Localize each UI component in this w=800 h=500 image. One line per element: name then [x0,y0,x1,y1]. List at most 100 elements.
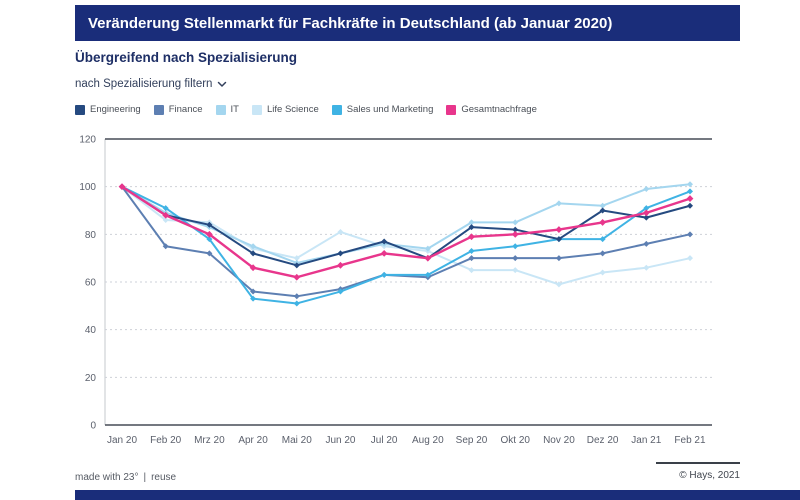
data-point-gesamtnachfrage-dez-20 [599,219,607,226]
data-point-sales-und-marketing-dez-20 [599,236,606,243]
chart-subtitle: Übergreifend nach Spezialisierung [75,50,298,65]
x-tick-label-apr-20: Apr 20 [238,435,268,446]
series-line-finance [121,185,691,298]
data-point-engineering-mai-20 [293,262,300,269]
x-tick-label-jan-21: Jan 21 [631,435,661,446]
y-tick-label-100: 100 [79,182,96,193]
data-point-sales-und-marketing-mai-20 [293,300,300,307]
data-point-sales-und-marketing-apr-20 [250,295,257,302]
legend-swatch-finance [153,104,164,115]
copyright-rule [656,462,740,464]
data-point-life-science-jun-20 [337,228,344,235]
data-point-engineering-apr-20 [250,250,257,257]
data-point-life-science-jan-21 [643,264,650,271]
data-point-sales-und-marketing-feb-21 [687,188,693,195]
data-point-sales-und-marketing-jul-20 [381,271,388,278]
data-point-finance-jan-21 [643,240,650,247]
chevron-down-icon [218,81,227,87]
legend-swatch-it [215,104,226,115]
series-line-gesamtnachfrage [120,185,692,279]
y-tick-label-80: 80 [85,230,97,241]
copyright-text: © Hays, 2021 [679,470,740,481]
legend-swatch-engineering [75,104,85,115]
y-tick-label-20: 20 [85,373,97,384]
legend-item-it[interactable]: IT [215,104,239,115]
data-point-life-science-dez-20 [599,269,606,276]
legend-label: Engineering [90,104,141,115]
specialization-filter-dropdown[interactable]: nach Spezialisierung filtern [75,78,227,90]
data-point-finance-sep-20 [468,255,475,262]
data-point-finance-okt-20 [512,255,519,262]
data-point-gesamtnachfrage-jan-21 [642,209,650,217]
legend-item-sales-und-marketing[interactable]: Sales und Marketing [331,104,433,115]
data-point-engineering-okt-20 [512,226,519,233]
legend-item-finance[interactable]: Finance [153,104,203,115]
chart-legend: Engineering Finance IT Life Science Sales un… [75,104,537,115]
data-point-finance-apr-20 [250,288,257,295]
filter-label: nach Spezialisierung filtern [75,78,213,90]
x-tick-label-sep-20: Sep 20 [456,435,488,446]
data-point-life-science-sep-20 [468,267,475,274]
data-point-it-nov-20 [555,200,562,207]
copyright-block: © Hays, 2021 [656,462,740,481]
page-title: Veränderung Stellenmarkt für Fachkräfte … [88,14,613,32]
x-tick-label-aug-20: Aug 20 [412,435,444,446]
data-point-gesamtnachfrage-mrz-20 [205,230,213,238]
data-point-finance-mai-20 [293,293,300,300]
data-point-finance-feb-20 [162,243,169,250]
series-line-engineering [121,185,691,267]
x-tick-label-jun-20: Jun 20 [325,435,355,446]
data-point-sales-und-marketing-jan-21 [643,205,650,212]
data-point-life-science-nov-20 [555,281,562,288]
legend-item-gesamtnachfrage[interactable]: Gesamtnachfrage [446,104,537,115]
data-point-sales-und-marketing-feb-20 [162,205,169,212]
x-tick-label-feb-21: Feb 21 [674,435,706,446]
data-point-gesamtnachfrage-apr-20 [249,264,257,272]
made-with-label: made with 23° [75,472,139,483]
x-tick-label-nov-20: Nov 20 [543,435,575,446]
data-point-it-okt-20 [512,219,519,226]
data-point-gesamtnachfrage-okt-20 [511,230,519,238]
x-tick-label-mai-20: Mai 20 [282,435,312,446]
data-point-sales-und-marketing-aug-20 [424,271,431,278]
reuse-link[interactable]: reuse [151,472,177,483]
data-point-gesamtnachfrage-nov-20 [555,226,563,233]
data-point-gesamtnachfrage-jul-20 [380,250,388,257]
data-point-life-science-mai-20 [293,255,300,262]
data-point-sales-und-marketing-okt-20 [512,243,519,250]
data-point-life-science-feb-20 [162,217,169,224]
data-point-engineering-dez-20 [599,207,606,214]
data-point-engineering-jun-20 [337,250,344,257]
data-point-it-apr-20 [250,243,257,250]
legend-item-life-science[interactable]: Life Science [251,104,319,115]
x-tick-label-feb-20: Feb 20 [150,435,182,446]
data-point-it-sep-20 [468,219,475,226]
data-point-finance-feb-21 [687,231,693,238]
y-tick-label-40: 40 [85,325,97,336]
data-point-sales-und-marketing-sep-20 [468,248,475,255]
data-point-it-aug-20 [424,245,431,252]
x-tick-label-dez-20: Dez 20 [587,435,619,446]
bottom-brand-bar [75,490,800,500]
y-tick-label-0: 0 [90,421,96,432]
x-tick-label-okt-20: Okt 20 [500,435,530,446]
legend-swatch-sales-und-marketing [331,104,342,115]
x-tick-label-mrz-20: Mrz 20 [194,435,225,446]
data-point-gesamtnachfrage-sep-20 [468,233,475,241]
data-point-engineering-mrz-20 [206,221,213,228]
data-point-gesamtnachfrage-mai-20 [293,273,301,281]
footer-separator: | [143,472,147,483]
data-point-it-dez-20 [599,202,606,209]
made-with-credit: made with 23° | reuse [75,472,176,483]
data-point-life-science-feb-21 [687,255,693,262]
title-bar: Veränderung Stellenmarkt für Fachkräfte … [75,5,740,41]
data-point-finance-mrz-20 [206,250,213,257]
data-point-engineering-jan-21 [643,214,650,221]
data-point-gesamtnachfrage-feb-21 [686,195,694,202]
legend-item-engineering[interactable]: Engineering [75,104,141,115]
data-point-sales-und-marketing-mrz-20 [206,236,213,243]
data-point-engineering-jul-20 [381,238,388,245]
data-point-finance-dez-20 [599,250,606,257]
data-point-life-science-okt-20 [512,267,519,274]
y-tick-label-120: 120 [79,135,96,146]
